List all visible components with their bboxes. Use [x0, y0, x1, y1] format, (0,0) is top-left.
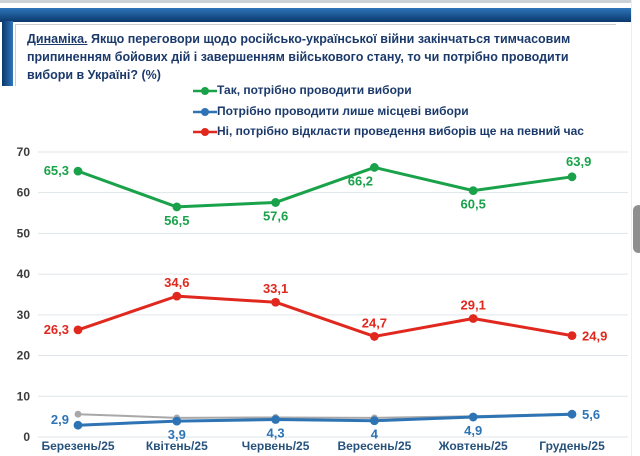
data-label: 4	[371, 427, 379, 442]
data-point	[468, 186, 478, 196]
legend-item: Ні, потрібно відкласти проведення виборі…	[193, 124, 584, 140]
title-rest: Якщо переговори щодо російсько-українськ…	[27, 32, 571, 83]
legend-marker-icon	[193, 107, 217, 116]
left-accent-bar	[2, 21, 13, 86]
data-label: 26,3	[44, 322, 69, 337]
top-gray-strip	[0, 0, 640, 3]
x-axis-tick-label: Червень/25	[242, 439, 310, 453]
legend-item: Потрібно проводити лише місцеві вибори	[193, 104, 584, 120]
x-axis-tick-label: Квітень/25	[146, 439, 208, 453]
legend-marker-icon	[193, 87, 217, 95]
data-label: 57,6	[263, 208, 288, 223]
data-label: 2,9	[51, 412, 69, 427]
y-axis-tick-label: 70	[17, 145, 31, 159]
data-point	[271, 198, 280, 207]
data-label: 34,6	[164, 275, 189, 290]
data-point	[370, 332, 379, 341]
data-point	[172, 291, 182, 301]
series-line	[77, 165, 573, 209]
legend-item-label: Потрібно проводити лише місцеві вибори	[217, 103, 469, 118]
x-axis-tick-label: Грудень/25	[539, 439, 605, 453]
series-line	[77, 412, 573, 427]
y-axis-tick-label: 40	[17, 267, 31, 281]
data-point	[172, 416, 182, 426]
scrollbar-thumb[interactable]	[633, 205, 640, 253]
scrollbar-track[interactable]	[631, 0, 640, 456]
data-point	[567, 172, 577, 182]
x-axis-tick-label: Жовтень/25	[438, 439, 508, 453]
header-bar	[0, 8, 632, 22]
data-label: 65,3	[44, 163, 69, 178]
data-label: 4,3	[267, 425, 285, 440]
data-label: 29,1	[461, 298, 486, 313]
question-title: Динаміка. Якщо переговори щодо російсько…	[15, 24, 616, 87]
line-chart: 0 10 20 30 40 50 60 70 Березень/25 Квітень/25 Черв…	[17, 145, 628, 453]
data-label: 56,5	[164, 213, 189, 228]
data-point	[468, 314, 478, 323]
y-axis-tick-label: 30	[17, 308, 31, 322]
data-label: 60,5	[461, 197, 486, 212]
data-point	[73, 420, 83, 430]
data-point	[468, 412, 478, 422]
y-axis-tick-label: 0	[23, 430, 30, 444]
data-point	[271, 415, 280, 424]
data-point	[370, 416, 379, 426]
x-axis-tick-label: Вересень/25	[337, 439, 411, 453]
x-axis-tick-label: Березень/25	[41, 439, 114, 453]
data-label: 5,6	[582, 407, 600, 422]
legend-item-label: Так, потрібно проводити вибори	[217, 83, 412, 97]
legend-marker-icon	[193, 128, 217, 137]
data-label: 63,9	[566, 154, 591, 169]
data-label: 24,9	[582, 329, 607, 344]
data-point	[370, 163, 379, 172]
data-point	[74, 410, 82, 418]
y-axis-tick-label: 20	[17, 349, 31, 363]
y-axis-tick-label: 10	[17, 389, 31, 403]
data-point	[172, 202, 182, 212]
y-axis-tick-label: 50	[17, 226, 31, 240]
legend-item: Так, потрібно проводити вибори	[193, 83, 584, 99]
legend-item-label: Ні, потрібно відкласти проведення виборі…	[217, 124, 584, 139]
y-axis-tick-label: 60	[17, 186, 31, 200]
chart-legend: Так, потрібно проводити вибори Потрібно п…	[193, 83, 584, 140]
data-point	[567, 409, 577, 419]
data-label: 66,2	[348, 173, 373, 188]
data-label: 24,7	[362, 315, 387, 330]
data-label: 33,1	[263, 281, 288, 296]
data-point	[73, 166, 83, 176]
data-label: 3,9	[168, 427, 186, 442]
data-point	[271, 297, 280, 307]
series-line	[77, 294, 573, 338]
data-label: 4,9	[464, 423, 482, 438]
title-lead: Динаміка.	[27, 32, 88, 46]
data-point	[73, 325, 83, 335]
data-point	[567, 331, 577, 341]
